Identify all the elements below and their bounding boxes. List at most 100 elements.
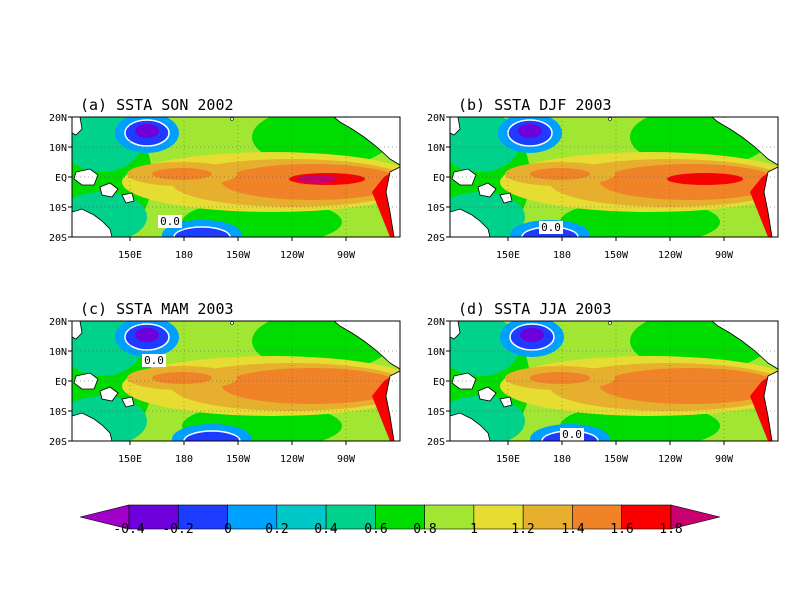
panel-title: (a) SSTA SON 2002 bbox=[80, 96, 234, 114]
x-tick-label: 180 bbox=[553, 454, 571, 465]
x-tick-label: 150E bbox=[118, 250, 142, 261]
y-tick-label: 10S bbox=[427, 203, 445, 214]
panel-frame bbox=[71, 320, 401, 442]
colorbar-label: 0.2 bbox=[265, 522, 288, 537]
land-mass bbox=[72, 208, 113, 237]
y-tick-label: 20N bbox=[49, 317, 67, 328]
colorbar: -0.4 -0.2 0 0.2 0.4 0.6 0.8 1 1.2 1.4 1.… bbox=[79, 504, 721, 537]
land-mass bbox=[450, 412, 491, 441]
x-tick-label: 90W bbox=[337, 250, 356, 261]
land-mass bbox=[763, 166, 778, 237]
x-tick-label: 150W bbox=[604, 454, 629, 465]
y-tick-labels: 20N 10N EQ 10S 20S bbox=[49, 113, 67, 244]
land-mass bbox=[73, 372, 99, 390]
x-tick-labels: 150E 180 150W 120W 90W bbox=[496, 454, 734, 465]
colorbar-label: 1.8 bbox=[659, 522, 682, 537]
colorbar-label: 1.4 bbox=[561, 522, 585, 537]
y-tick-label: 20N bbox=[427, 113, 445, 124]
x-tick-label: 180 bbox=[553, 250, 571, 261]
map-field bbox=[68, 320, 400, 445]
colorbar-label: 0.4 bbox=[314, 522, 338, 537]
contour-label: 0.0 bbox=[144, 354, 164, 367]
colorbar-arrow-high bbox=[670, 504, 721, 530]
y-tick-label: 10N bbox=[49, 143, 67, 154]
y-tick-label: 10S bbox=[49, 203, 67, 214]
land-mass bbox=[499, 396, 513, 408]
x-tick-label: 150W bbox=[226, 250, 251, 261]
island bbox=[608, 117, 612, 121]
sst-shading bbox=[72, 117, 400, 237]
cold-anomaly-region bbox=[183, 430, 241, 441]
contour-label: 0.0 bbox=[562, 428, 582, 441]
y-tick-label: 10S bbox=[49, 407, 67, 418]
land-mass bbox=[763, 370, 778, 441]
anomaly-region bbox=[530, 372, 590, 384]
y-tick-label: 20S bbox=[427, 437, 445, 448]
map-field bbox=[446, 320, 778, 445]
panel-title: (c) SSTA MAM 2003 bbox=[80, 300, 234, 318]
y-tick-label: 10N bbox=[427, 347, 445, 358]
land-mass bbox=[711, 117, 778, 166]
contour-label: 0.0 bbox=[541, 221, 561, 234]
y-tick-label: 20S bbox=[49, 437, 67, 448]
x-tick-label: 120W bbox=[280, 454, 305, 465]
y-tick-labels: 20N 10N EQ 10S 20S bbox=[49, 317, 67, 448]
cold-anomaly-region bbox=[135, 124, 159, 138]
anomaly-region bbox=[530, 168, 590, 180]
y-tick-label: 20N bbox=[49, 113, 67, 124]
land-mass bbox=[121, 192, 135, 204]
x-tick-label: 90W bbox=[715, 250, 734, 261]
land-mass bbox=[477, 182, 497, 198]
colorbar-label: -0.4 bbox=[113, 522, 144, 537]
colorbar-cell bbox=[621, 504, 672, 530]
panel-frame bbox=[449, 320, 779, 442]
land-mass bbox=[451, 168, 477, 186]
y-tick-label: 10N bbox=[49, 347, 67, 358]
contour-label-box bbox=[539, 221, 563, 234]
land-mass bbox=[72, 117, 83, 136]
panel-c: (c) SSTA MAM 2003 150E 180 150W 120W 90W… bbox=[49, 300, 401, 465]
colorbar-label: -0.2 bbox=[162, 522, 193, 537]
colorbar-cell bbox=[424, 504, 475, 530]
sst-shading bbox=[450, 321, 778, 441]
land-mass bbox=[72, 412, 113, 441]
sst-shading bbox=[450, 117, 778, 237]
land-mass bbox=[711, 321, 778, 370]
colorbar-label: 0.8 bbox=[413, 522, 436, 537]
x-tick-label: 90W bbox=[715, 454, 734, 465]
anomaly-region bbox=[222, 368, 400, 404]
colorbar-cell bbox=[522, 504, 573, 530]
x-tick-label: 180 bbox=[175, 454, 193, 465]
x-tick-label: 150W bbox=[604, 250, 629, 261]
anomaly-region bbox=[152, 168, 212, 180]
colorbar-cell bbox=[227, 504, 278, 530]
x-tick-label: 150E bbox=[496, 250, 520, 261]
land-mass bbox=[121, 396, 135, 408]
colorbar-cell bbox=[375, 504, 425, 530]
map-field bbox=[68, 116, 400, 241]
y-tick-label: EQ bbox=[55, 377, 67, 388]
y-tick-label: EQ bbox=[55, 173, 67, 184]
panel-frame bbox=[71, 116, 401, 238]
land-mass bbox=[450, 321, 461, 340]
land-mass bbox=[72, 321, 83, 340]
panel-d: (d) SSTA JJA 2003 150E 180 150W 120W 90W… bbox=[427, 300, 779, 465]
contour-label-box bbox=[142, 354, 166, 367]
island bbox=[230, 117, 234, 121]
land-mass bbox=[385, 370, 400, 441]
island bbox=[230, 321, 234, 325]
land-mass bbox=[333, 117, 400, 166]
colorbar-cell bbox=[276, 504, 327, 530]
colorbar-label: 1.6 bbox=[610, 522, 633, 537]
island bbox=[608, 321, 612, 325]
x-tick-label: 120W bbox=[658, 250, 683, 261]
colorbar-label: 1 bbox=[470, 522, 478, 537]
land-mass bbox=[451, 372, 477, 390]
colorbar-label: 0 bbox=[224, 522, 232, 537]
anomaly-region bbox=[297, 175, 337, 183]
anomaly-region bbox=[667, 173, 743, 185]
y-tick-label: 10N bbox=[427, 143, 445, 154]
x-tick-label: 120W bbox=[658, 454, 683, 465]
panel-a: (a) SSTA SON 2002 150E 180 150W 120W 90W… bbox=[49, 96, 401, 261]
